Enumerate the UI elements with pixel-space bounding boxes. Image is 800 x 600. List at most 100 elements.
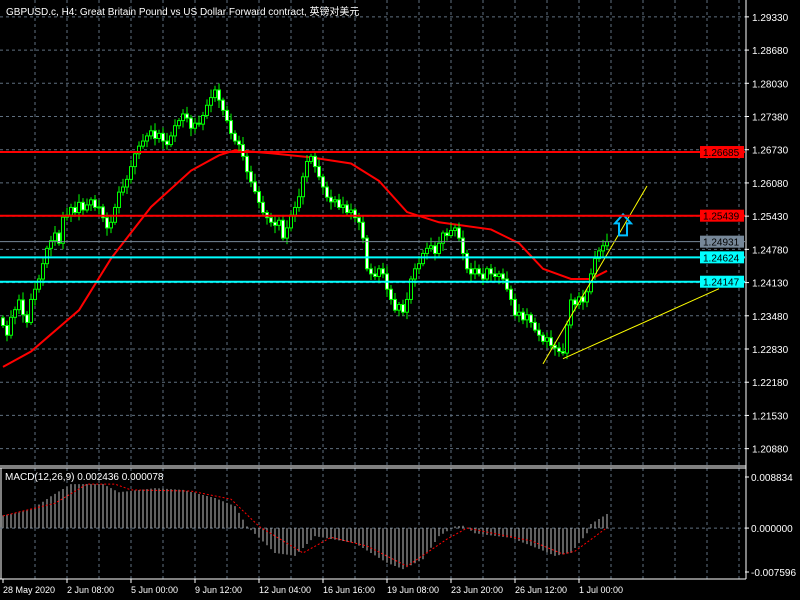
bear-candle	[161, 132, 165, 142]
bear-candle	[445, 232, 449, 237]
bull-candle	[41, 263, 45, 280]
bull-candle	[97, 206, 101, 209]
bull-candle	[297, 196, 301, 208]
price-tick-label: 1.28680	[752, 46, 789, 57]
bear-candle	[197, 122, 201, 125]
bull-candle	[453, 227, 457, 231]
price-tick-label: 1.25430	[752, 212, 789, 223]
bull-candle	[349, 209, 353, 214]
bull-candle	[49, 240, 53, 249]
price-label: 1.24624	[703, 253, 740, 264]
price-label-box	[700, 275, 744, 288]
bear-candle	[457, 227, 461, 239]
bull-candle	[473, 268, 477, 275]
bull-candle	[309, 155, 313, 162]
bull-candle	[565, 324, 569, 354]
bull-candle	[577, 296, 581, 306]
price-tick-label: 1.27380	[752, 113, 789, 124]
bear-candle	[281, 219, 285, 239]
bull-candle	[13, 309, 17, 318]
bull-candle	[449, 229, 453, 237]
bear-candle	[393, 298, 397, 311]
bull-candle	[397, 304, 401, 311]
bear-candle	[345, 204, 349, 214]
bear-candle	[329, 196, 333, 203]
bull-candle	[497, 273, 501, 277]
bull-candle	[85, 204, 89, 211]
bear-candle	[493, 273, 497, 277]
bull-candle	[129, 166, 133, 180]
bear-candle	[365, 237, 369, 270]
bull-candle	[417, 263, 421, 270]
bear-candle	[321, 176, 325, 188]
bear-candle	[465, 252, 469, 270]
macd-signal-line	[2, 483, 608, 567]
bear-candle	[101, 206, 105, 219]
bull-candle	[593, 258, 597, 275]
bear-candle	[469, 268, 473, 275]
trendline	[562, 288, 720, 360]
bull-candle	[341, 204, 345, 208]
price-label-box	[700, 209, 744, 222]
bull-candle	[413, 268, 417, 280]
bull-candle	[213, 89, 217, 99]
bull-candle	[137, 145, 141, 155]
bear-candle	[93, 199, 97, 208]
bull-candle	[37, 278, 41, 290]
bear-candle	[533, 321, 537, 331]
bear-candle	[245, 155, 249, 173]
bear-candle	[489, 268, 493, 275]
bull-candle	[289, 214, 293, 229]
bear-candle	[81, 201, 85, 211]
bull-candle	[285, 227, 289, 239]
time-tick-label: 1 Jul 00:00	[579, 585, 623, 595]
time-tick-label: 16 Jun 16:00	[323, 585, 375, 595]
bull-candle	[149, 130, 153, 137]
bull-candle	[293, 206, 297, 216]
bear-candle	[477, 268, 481, 275]
bear-candle	[21, 299, 25, 316]
time-tick-label: 19 Jun 08:00	[387, 585, 439, 595]
bear-candle	[361, 221, 365, 239]
bear-candle	[249, 171, 253, 183]
bull-candle	[125, 178, 129, 188]
price-label: 1.24147	[703, 278, 740, 289]
price-label: 1.26685	[703, 148, 740, 159]
bull-candle	[209, 97, 213, 106]
bear-candle	[521, 311, 525, 321]
bull-candle	[517, 311, 521, 316]
bear-candle	[373, 273, 377, 277]
bear-candle	[325, 186, 329, 198]
bear-candle	[225, 109, 229, 122]
macd-tick-label: -0.007596	[751, 568, 796, 579]
bull-candle	[589, 273, 593, 293]
bear-candle	[229, 120, 233, 134]
bear-candle	[537, 329, 541, 336]
bull-candle	[133, 153, 137, 168]
bear-candle	[561, 351, 565, 354]
bull-candle	[9, 316, 13, 336]
time-tick-label: 28 May 2020	[3, 585, 55, 595]
bull-candle	[277, 219, 281, 226]
bear-candle	[581, 296, 585, 303]
bull-candle	[117, 191, 121, 208]
bull-candle	[17, 299, 21, 311]
macd-label: MACD(12,26,9) 0.002436 0.000078	[5, 472, 164, 483]
bear-candle	[233, 132, 237, 142]
bear-candle	[433, 245, 437, 254]
bull-candle	[429, 245, 433, 249]
moving-average-line	[2, 149, 608, 368]
bull-candle	[177, 120, 181, 127]
bull-candle	[301, 176, 305, 198]
bear-candle	[353, 209, 357, 219]
bear-candle	[269, 217, 273, 223]
price-label-box	[700, 235, 744, 248]
bear-candle	[25, 314, 29, 323]
bull-candle	[29, 298, 33, 323]
bear-candle	[261, 201, 265, 214]
bear-candle	[501, 273, 505, 280]
price-label-box	[700, 251, 744, 264]
bull-candle	[121, 186, 125, 193]
time-tick-label: 9 Jun 12:00	[195, 585, 242, 595]
